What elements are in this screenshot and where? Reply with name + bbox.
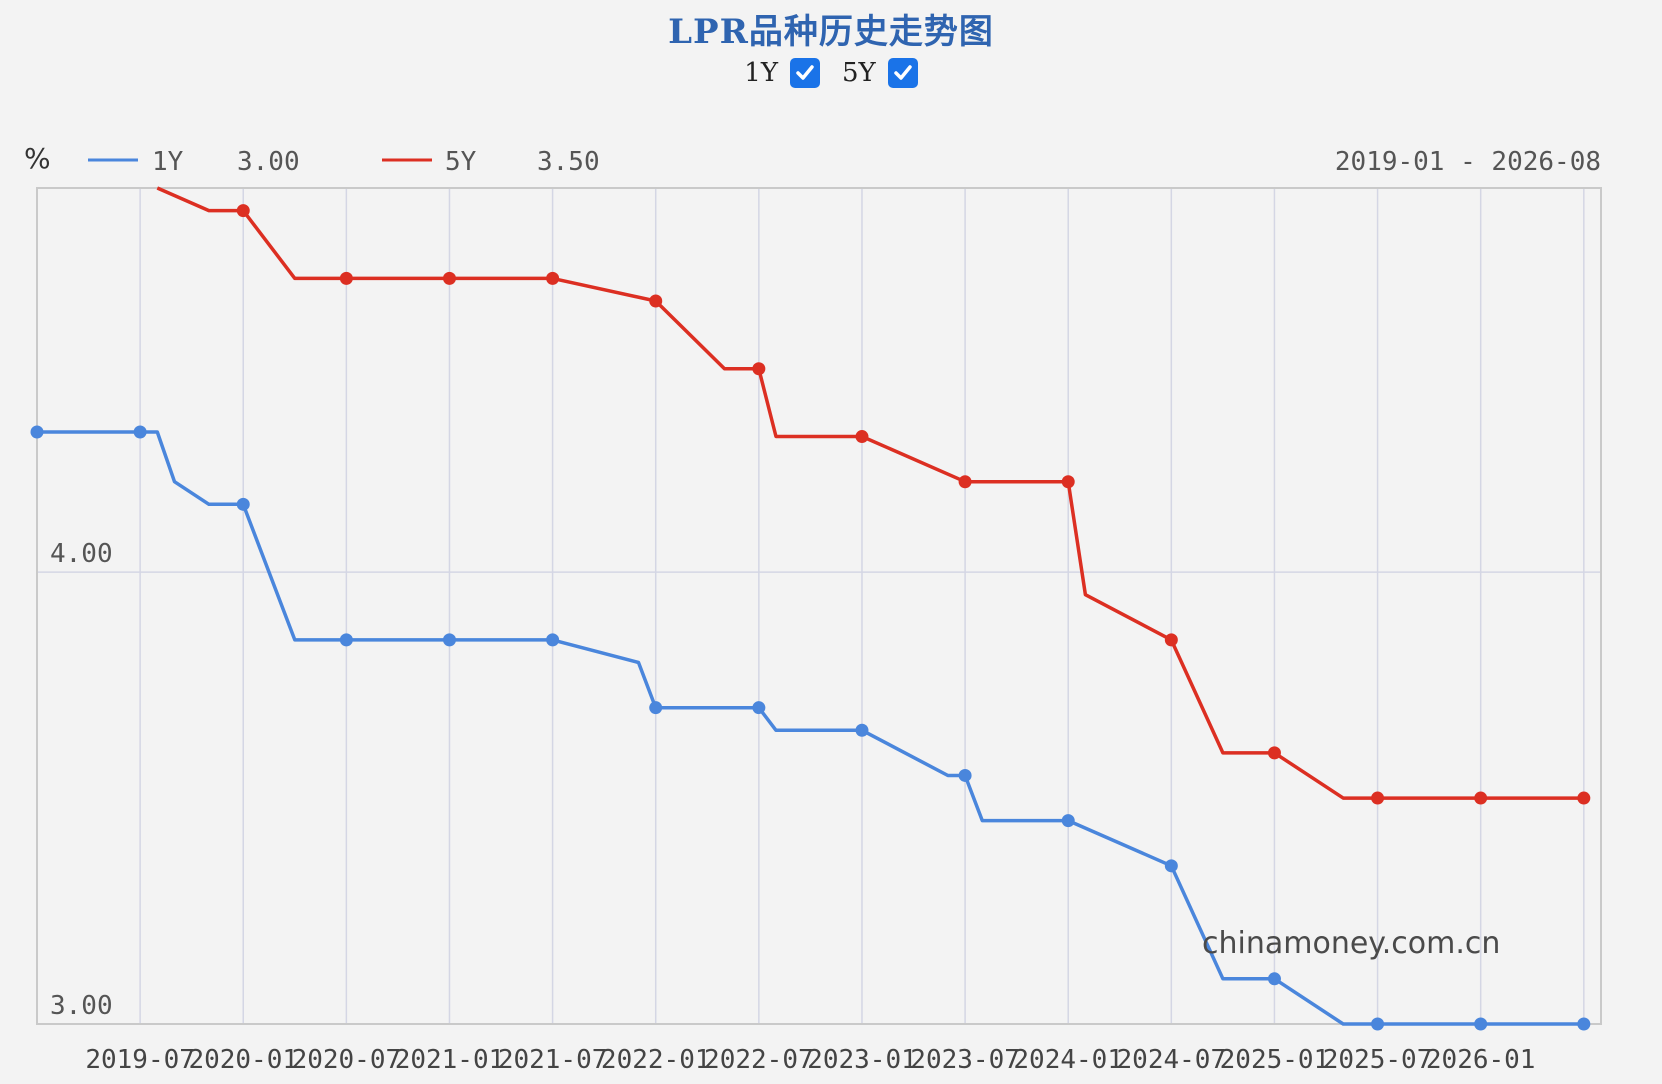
data-point-1y[interactable] — [1267, 972, 1281, 986]
toggle-5y[interactable]: 5Y — [842, 58, 918, 88]
chart-title: LPR品种历史走势图 — [668, 12, 994, 52]
y-tick-label: 3.00 — [50, 991, 113, 1021]
data-point-5y[interactable] — [442, 271, 456, 285]
x-tick-label: 2020-07 — [292, 1045, 402, 1075]
x-tick-label: 2024-01 — [1013, 1045, 1123, 1075]
data-point-5y[interactable] — [1061, 475, 1075, 489]
data-point-5y[interactable] — [236, 204, 250, 218]
data-point-5y[interactable] — [958, 475, 972, 489]
data-point-5y[interactable] — [1577, 791, 1591, 805]
data-point-5y[interactable] — [649, 294, 663, 308]
data-point-5y[interactable] — [752, 362, 766, 376]
data-point-5y[interactable] — [1164, 633, 1178, 647]
toggle-5y-label: 5Y — [842, 58, 876, 88]
data-point-1y[interactable] — [339, 633, 353, 647]
legend-5y-name: 5Y — [445, 147, 477, 177]
x-tick-label: 2021-01 — [395, 1045, 505, 1075]
toggle-1y-checkbox[interactable] — [790, 58, 820, 88]
x-axis-ticks: 2019-072020-012020-072021-012021-072022-… — [85, 1045, 1535, 1075]
data-point-1y[interactable] — [30, 425, 44, 439]
x-tick-label: 2025-01 — [1220, 1045, 1330, 1075]
y-tick-label: 4.00 — [50, 539, 113, 569]
x-tick-label: 2020-01 — [188, 1045, 298, 1075]
data-point-5y[interactable] — [339, 271, 353, 285]
data-point-5y[interactable] — [546, 271, 560, 285]
x-tick-label: 2021-07 — [498, 1045, 608, 1075]
y-axis-ticks: 4.00 3.00 — [50, 539, 113, 1021]
data-point-1y[interactable] — [1164, 859, 1178, 873]
data-point-5y[interactable] — [1371, 791, 1385, 805]
legend-5y-value: 3.50 — [537, 147, 600, 177]
toggle-5y-checkbox[interactable] — [887, 58, 918, 88]
toggle-1y[interactable]: 1Y — [744, 58, 820, 88]
data-point-1y[interactable] — [442, 633, 456, 647]
x-tick-label: 2019-07 — [85, 1045, 195, 1075]
data-point-1y[interactable] — [649, 701, 663, 715]
series-line-1y[interactable] — [37, 430, 1584, 1026]
x-tick-label: 2023-01 — [807, 1045, 917, 1075]
checkmark-icon — [893, 65, 912, 80]
data-point-1y[interactable] — [855, 723, 869, 737]
series-line-5y[interactable] — [156, 186, 1584, 800]
chart-grid — [37, 188, 1601, 1025]
watermark: chinamoney.com.cn — [1202, 926, 1500, 961]
y-unit-label: % — [24, 142, 51, 175]
data-point-1y[interactable] — [1061, 814, 1075, 828]
date-range-label: 2019-01 - 2026-08 — [1335, 147, 1601, 177]
toggle-1y-label: 1Y — [744, 58, 778, 88]
data-point-5y[interactable] — [855, 430, 869, 444]
data-point-5y[interactable] — [1267, 746, 1281, 760]
data-point-1y[interactable] — [1371, 1017, 1385, 1031]
legend-1y-name: 1Y — [152, 147, 184, 177]
series-toggles: 1Y 5Y — [0, 58, 1662, 88]
legend-1y-value: 3.00 — [237, 147, 300, 177]
data-point-1y[interactable] — [1577, 1017, 1591, 1031]
plot-frame — [36, 187, 1602, 1025]
data-point-1y[interactable] — [752, 701, 766, 715]
data-point-1y[interactable] — [133, 425, 147, 439]
x-tick-label: 2022-01 — [601, 1045, 711, 1075]
data-point-1y[interactable] — [1474, 1017, 1488, 1031]
checkmark-icon — [796, 65, 814, 80]
data-point-1y[interactable] — [546, 633, 560, 647]
x-tick-label: 2026-01 — [1426, 1045, 1536, 1075]
x-tick-label: 2023-07 — [910, 1045, 1020, 1075]
data-point-5y[interactable] — [1474, 791, 1488, 805]
series-layer — [30, 186, 1591, 1031]
x-tick-label: 2025-07 — [1323, 1045, 1433, 1075]
data-point-1y[interactable] — [958, 768, 972, 782]
data-point-1y[interactable] — [236, 497, 250, 511]
x-tick-label: 2024-07 — [1117, 1045, 1227, 1075]
x-tick-label: 2022-07 — [704, 1045, 814, 1075]
